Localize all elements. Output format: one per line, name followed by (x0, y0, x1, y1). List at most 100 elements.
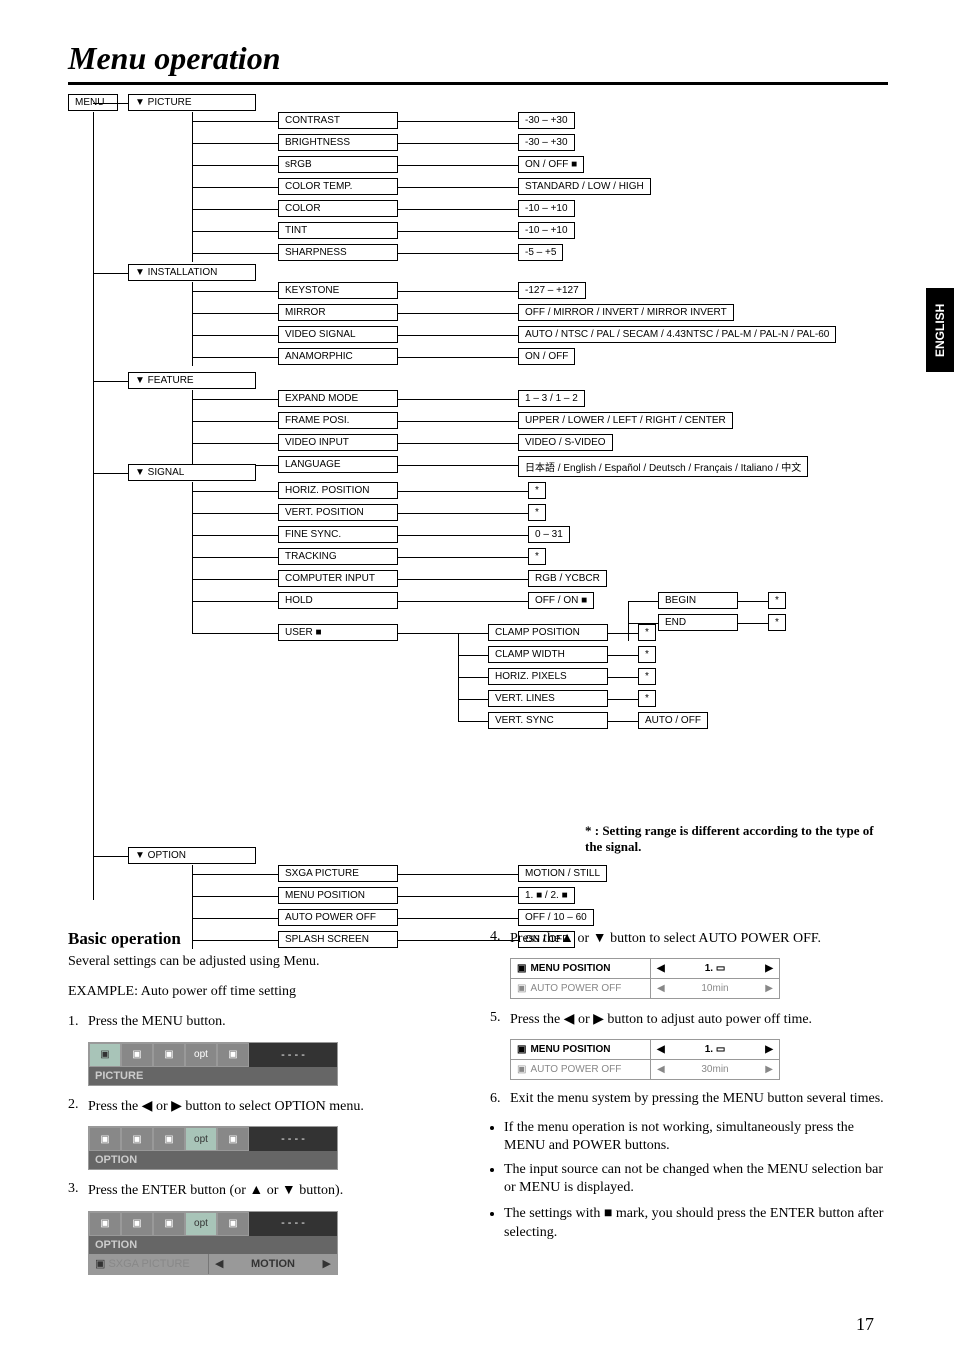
tree-node: ON / OFF ■ (518, 156, 584, 173)
tree-node: CONTRAST (278, 112, 398, 129)
tree-node: -30 – +30 (518, 134, 575, 151)
note-item: If the menu operation is not working, si… (504, 1119, 888, 1155)
step-4: 4.Press the▲ or ▼ button to select AUTO … (490, 928, 888, 948)
tab-icon: opt (185, 1127, 217, 1151)
example-text: EXAMPLE: Auto power off time setting (68, 983, 466, 1001)
note-item: The settings with ■ mark, you should pre… (504, 1203, 888, 1241)
step-3: 3.Press the ENTER button (or ▲ or ▼ butt… (68, 1180, 466, 1200)
tree-node: OFF / MIRROR / INVERT / MIRROR INVERT (518, 304, 734, 321)
tree-node: * (768, 592, 786, 609)
tree-node: STANDARD / LOW / HIGH (518, 178, 651, 195)
tree-node: OFF / ON ■ (528, 592, 594, 609)
page-title: Menu operation (68, 40, 280, 77)
step-1: 1.Press the MENU button. (68, 1013, 466, 1031)
right-triangle-icon: ▶ (171, 1097, 182, 1113)
menu-with-row: ▣ ▣ ▣ opt ▣ - - - - OPTION ▣ SXGA PICTUR… (88, 1211, 338, 1276)
tree-node: -10 – +10 (518, 222, 575, 239)
tree-node: * (528, 504, 546, 521)
tab-icon: ▣ (121, 1127, 153, 1151)
tree-node: * (638, 624, 656, 641)
tab-icon: ▣ (153, 1212, 185, 1236)
tree-node: VIDEO INPUT (278, 434, 398, 451)
language-side-tab: ENGLISH (926, 288, 954, 372)
step-2: 2.Press the ◀ or ▶ button to select OPTI… (68, 1096, 466, 1116)
tab-icon: ▣ (217, 1043, 249, 1067)
tree-node: AUTO POWER OFF (278, 909, 398, 926)
tab-icon: ▣ (89, 1212, 121, 1236)
tab-icon: ▣ (153, 1043, 185, 1067)
tree-node: HORIZ. PIXELS (488, 668, 608, 685)
menu-bar-option: ▣ ▣ ▣ opt ▣ - - - - OPTION (88, 1126, 338, 1170)
tab-icon: ▣ (217, 1212, 249, 1236)
tree-node: EXPAND MODE (278, 390, 398, 407)
tree-node: ANAMORPHIC (278, 348, 398, 365)
tree-node: VIDEO SIGNAL (278, 326, 398, 343)
tree-node: FINE SYNC. (278, 526, 398, 543)
tree-node: BEGIN (658, 592, 738, 609)
tree-node: 日本語 / English / Español / Deutsch / Fran… (518, 456, 808, 477)
tab-icon: ▣ (121, 1043, 153, 1067)
tree-node: BRIGHTNESS (278, 134, 398, 151)
tree-node: ON / OFF (518, 348, 575, 365)
tree-node: CLAMP WIDTH (488, 646, 608, 663)
diagram-footnote: * : Setting range is different according… (585, 823, 875, 855)
tree-node: SXGA PICTURE (278, 865, 398, 882)
tab-icon: ▣ (121, 1212, 153, 1236)
tree-node: LANGUAGE (278, 456, 398, 473)
menu-tree-diagram: MENU▼ PICTURECONTRAST-30 – +30BRIGHTNESS… (68, 94, 888, 909)
tree-node: COMPUTER INPUT (278, 570, 398, 587)
option-table-2: ▣MENU POSITION ◀1. ▭▶ ▣AUTO POWER OFF ◀3… (510, 1039, 780, 1080)
tree-node: CLAMP POSITION (488, 624, 608, 641)
tree-node: COLOR (278, 200, 398, 217)
tree-node: TRACKING (278, 548, 398, 565)
tree-node: COLOR TEMP. (278, 178, 398, 195)
intro-text: Several settings can be adjusted using M… (68, 953, 466, 971)
right-column: 4.Press the▲ or ▼ button to select AUTO … (490, 928, 888, 1285)
tab-icon: opt (185, 1043, 217, 1067)
tree-node: -10 – +10 (518, 200, 575, 217)
tree-node: MIRROR (278, 304, 398, 321)
tree-node: AUTO / NTSC / PAL / SECAM / 4.43NTSC / P… (518, 326, 836, 343)
tree-node: AUTO / OFF (638, 712, 708, 729)
tree-node: -127 – +127 (518, 282, 586, 299)
tab-icon: opt (185, 1212, 217, 1236)
tree-node: RGB / YCBCR (528, 570, 607, 587)
tree-node: MOTION / STILL (518, 865, 607, 882)
left-triangle-icon: ◀ (564, 1010, 575, 1026)
left-column: Basic operation Several settings can be … (68, 928, 466, 1285)
tree-node: sRGB (278, 156, 398, 173)
step-5: 5.Press the ◀ or ▶ button to adjust auto… (490, 1009, 888, 1029)
down-triangle-icon: ▼ (282, 1181, 296, 1197)
tree-node: ▼ PICTURE (128, 94, 256, 111)
option-table-1: ▣MENU POSITION ◀1. ▭▶ ▣AUTO POWER OFF ◀1… (510, 958, 780, 999)
tab-icon: ▣ (217, 1127, 249, 1151)
tree-node: KEYSTONE (278, 282, 398, 299)
tab-icon: ▣ (89, 1127, 121, 1151)
note-item: The input source can not be changed when… (504, 1161, 888, 1197)
up-triangle-icon: ▲ (560, 929, 574, 945)
tree-node: VERT. POSITION (278, 504, 398, 521)
notes-list: If the menu operation is not working, si… (490, 1119, 888, 1242)
left-triangle-icon: ◀ (142, 1097, 153, 1113)
right-triangle-icon: ▶ (593, 1010, 604, 1026)
up-triangle-icon: ▲ (249, 1181, 263, 1197)
title-rule (68, 82, 888, 85)
tree-node: TINT (278, 222, 398, 239)
tree-node: END (658, 614, 738, 631)
tree-node: FRAME POSI. (278, 412, 398, 429)
tree-node: UPPER / LOWER / LEFT / RIGHT / CENTER (518, 412, 733, 429)
tree-node: 1 – 3 / 1 – 2 (518, 390, 585, 407)
tree-node: * (638, 690, 656, 707)
down-triangle-icon: ▼ (593, 929, 607, 945)
tree-node: * (638, 646, 656, 663)
tree-node: ▼ INSTALLATION (128, 264, 256, 281)
step-6: 6.Exit the menu system by pressing the M… (490, 1090, 888, 1108)
tree-node: ▼ OPTION (128, 847, 256, 864)
tree-node: * (528, 548, 546, 565)
tree-node: -30 – +30 (518, 112, 575, 129)
tree-node: OFF / 10 – 60 (518, 909, 594, 926)
tree-node: VERT. LINES (488, 690, 608, 707)
tree-node: SHARPNESS (278, 244, 398, 261)
tree-node: * (528, 482, 546, 499)
tree-node: * (638, 668, 656, 685)
